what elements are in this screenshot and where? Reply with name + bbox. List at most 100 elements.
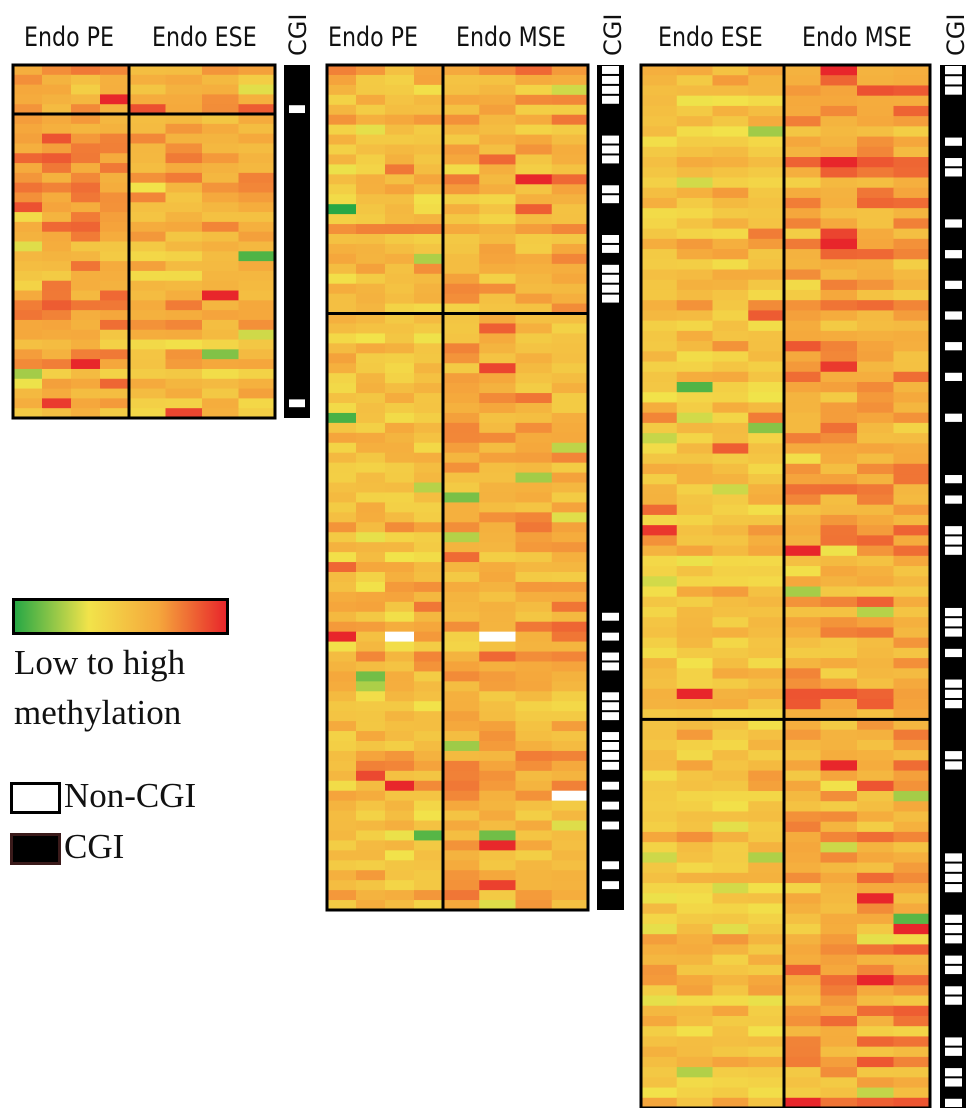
heatmap-cell: [414, 333, 444, 344]
heatmap-cell: [551, 114, 589, 126]
heatmap-cell: [385, 870, 415, 881]
heatmap-cell: [356, 870, 386, 881]
heatmap-cell: [479, 243, 517, 255]
heatmap-cell: [385, 562, 415, 573]
heatmap-cell: [857, 964, 895, 976]
heatmap-cell: [515, 621, 553, 633]
heatmap-cell: [385, 860, 415, 871]
heatmap-cell: [676, 1005, 714, 1017]
heatmap-cell: [238, 182, 276, 194]
heatmap-cell: [42, 359, 72, 370]
heatmap-cell: [356, 671, 386, 682]
cgi-track-noncgi-segment: [602, 294, 619, 303]
heatmap-cell: [857, 627, 895, 639]
heatmap-cell: [327, 234, 357, 245]
heatmap-cell: [712, 555, 749, 567]
heatmap-cell: [748, 647, 785, 659]
heatmap-cell: [479, 860, 517, 871]
heatmap-cell: [676, 801, 714, 813]
heatmap-cell: [385, 144, 415, 156]
heatmap-cell: [202, 172, 240, 184]
heatmap-cell: [356, 184, 386, 195]
heatmap-cell: [551, 174, 589, 185]
heatmap-cell: [676, 259, 714, 271]
heatmap-cell: [676, 729, 714, 741]
heatmap-cell: [857, 494, 895, 506]
heatmap-cell: [356, 542, 386, 553]
heatmap-cell: [414, 780, 444, 792]
heatmap-cell: [712, 402, 749, 414]
heatmap-cell: [893, 463, 931, 475]
heatmap-cell: [385, 621, 415, 633]
heatmap-cell: [443, 532, 480, 543]
heatmap-cell: [748, 586, 785, 598]
heatmap-cell: [820, 964, 858, 976]
heatmap-cell: [129, 104, 167, 115]
heatmap-cell: [748, 658, 785, 669]
heatmap-cell: [414, 731, 444, 742]
heatmap-cell: [641, 402, 678, 414]
cgi-track-noncgi-segment: [945, 250, 962, 259]
heatmap-cell: [641, 453, 678, 465]
heatmap-cell: [443, 333, 480, 344]
heatmap-cell: [676, 545, 714, 557]
heatmap-cell: [893, 801, 931, 813]
heatmap-cell: [327, 283, 357, 295]
heatmap-cell: [13, 192, 43, 203]
heatmap-cell: [857, 954, 895, 966]
heatmap-cell: [515, 591, 553, 603]
heatmap-cell: [641, 208, 678, 219]
heatmap-cell: [857, 105, 895, 117]
heatmap-cell: [641, 1036, 678, 1048]
heatmap-cell: [385, 691, 415, 702]
heatmap-cell: [327, 750, 357, 762]
heatmap-cell: [784, 903, 822, 915]
heatmap-cell: [893, 259, 931, 271]
heatmap-cell: [385, 661, 415, 673]
heatmap-cell: [385, 154, 415, 166]
heatmap-cell: [479, 393, 517, 404]
heatmap-cell: [712, 688, 749, 700]
heatmap-cell: [857, 862, 895, 874]
heatmap-cell: [748, 218, 785, 230]
heatmap-cell: [443, 621, 480, 633]
heatmap-cell: [857, 995, 895, 1007]
heatmap-cell: [784, 821, 822, 833]
heatmap-cell: [857, 443, 895, 455]
heatmap-cell: [712, 85, 749, 97]
heatmap-cell: [327, 65, 357, 76]
cgi-track-noncgi-segment: [945, 475, 962, 484]
heatmap-cell: [857, 658, 895, 669]
heatmap-cell: [238, 192, 276, 203]
cgi-track-noncgi-segment: [945, 924, 962, 934]
heatmap-cell: [165, 310, 203, 321]
heatmap-cell: [784, 555, 822, 567]
heatmap-cell: [71, 349, 101, 360]
heatmap-cell: [443, 651, 480, 663]
heatmap-cell: [857, 923, 895, 935]
heatmap-cell: [479, 293, 517, 305]
heatmap-cell: [712, 300, 749, 312]
heatmap-cell: [327, 880, 357, 891]
heatmap-cell: [100, 359, 130, 370]
heatmap-cell: [676, 831, 714, 843]
heatmap-cell: [443, 114, 480, 126]
heatmap-cell: [71, 172, 101, 184]
heatmap-cell: [676, 422, 714, 434]
heatmap-cell: [515, 681, 553, 692]
heatmap-cell: [857, 289, 895, 301]
heatmap-cell: [385, 243, 415, 255]
heatmap-cell: [712, 412, 749, 424]
heatmap-cell: [712, 739, 749, 751]
heatmap-cell: [820, 1036, 858, 1048]
heatmap-cell: [641, 238, 678, 250]
heatmap-cell: [641, 627, 678, 639]
heatmap-cell: [712, 433, 749, 444]
heatmap-cell: [676, 504, 714, 516]
heatmap-cell: [857, 545, 895, 557]
heatmap-cell: [784, 443, 822, 455]
heatmap-cell: [356, 502, 386, 513]
heatmap-cell: [414, 65, 444, 76]
heatmap-cell: [712, 647, 749, 659]
